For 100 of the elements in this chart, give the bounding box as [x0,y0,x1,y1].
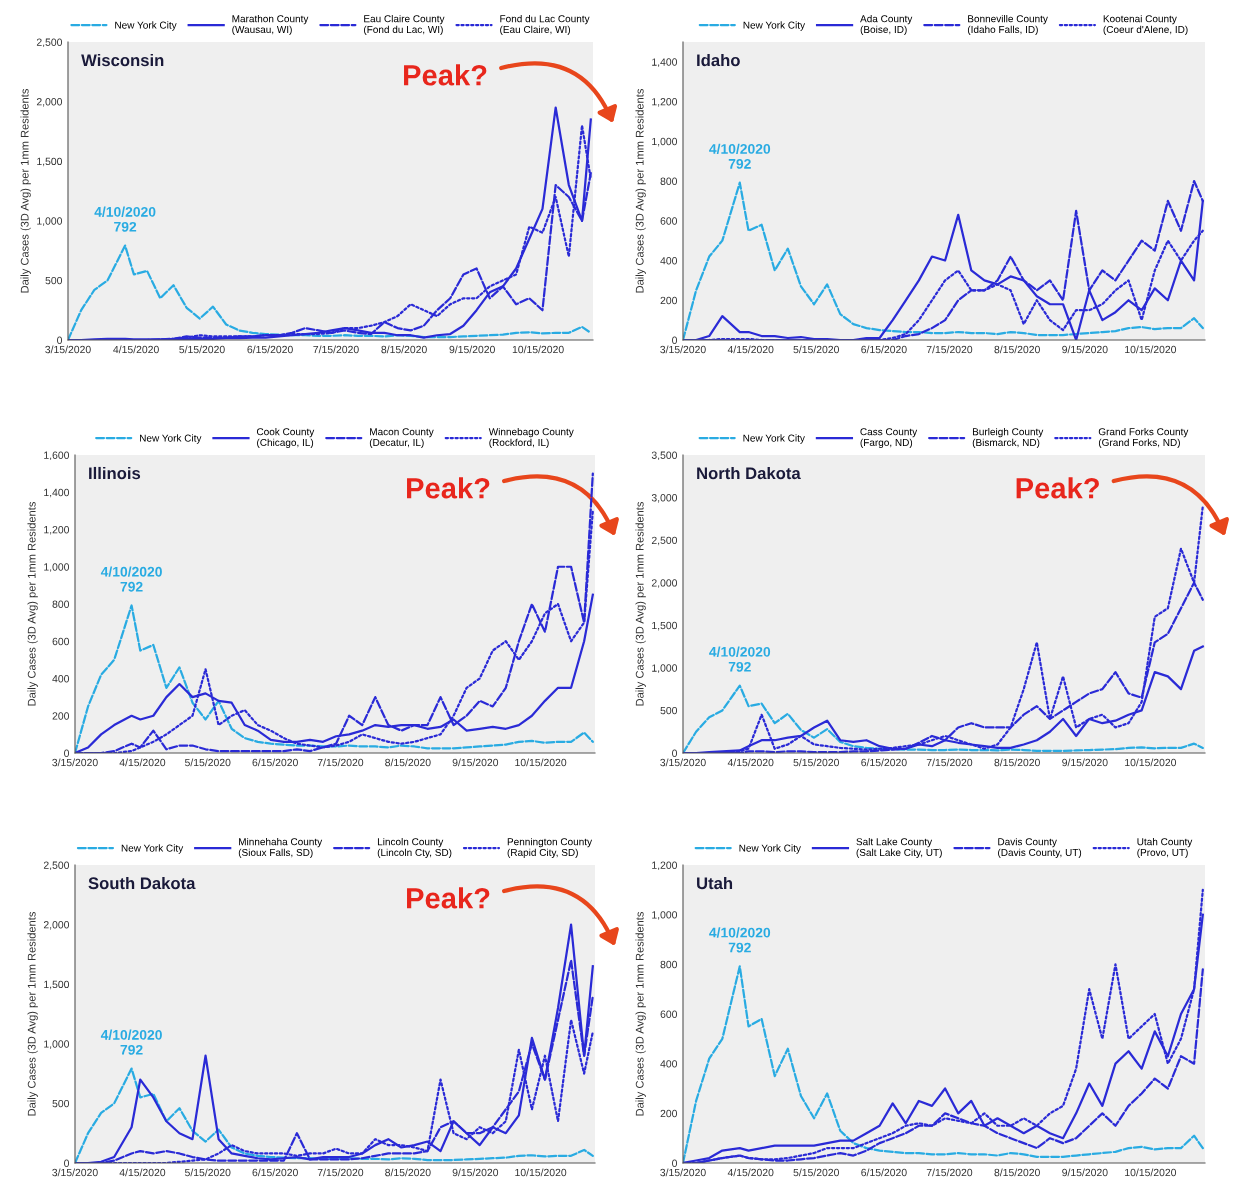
y-tick-label: 600 [660,1010,678,1018]
x-tick-label: 10/15/2020 [1125,758,1177,767]
y-axis-title: Daily Cases (3D Avg) per 1mm Residents [635,911,646,1116]
legend-label: Salt Lake County (Salt Lake City, UT) [856,837,942,858]
legend-label: New York City [743,21,806,31]
y-tick-label: 1,000 [652,911,678,920]
legend-label: Marathon County (Wausau, WI) [232,14,309,35]
legend-label: New York City [140,434,202,444]
y-tick-label: 500 [660,706,678,715]
y-tick-label: 1,000 [652,137,678,147]
x-tick-label: 4/15/2020 [727,345,774,354]
x-tick-label: 6/15/2020 [861,758,907,767]
x-tick-label: 5/15/2020 [793,345,839,354]
annotation: Peak? [407,477,490,499]
x-tick-label: 6/15/2020 [252,758,298,767]
legend-label: Cass County (Fargo, ND) [860,428,918,448]
y-tick-label: 1,400 [652,58,678,67]
x-tick-label: 6/15/2020 [861,345,907,354]
legend-label: Bonneville County (Idaho Falls, ID) [967,14,1048,35]
x-tick-label: 9/15/2020 [449,345,495,354]
x-tick-label: 9/15/2020 [452,1168,499,1177]
text: North Dakota [697,466,801,480]
y-tick-label: 500 [52,1099,70,1108]
x-tick-label: 5/15/2020 [184,758,231,767]
x-tick-label: 7/15/2020 [926,345,973,354]
y-tick-label: 2,000 [43,921,70,930]
y-tick-label: 1,000 [44,1040,70,1049]
x-tick-label: 10/15/2020 [1125,345,1177,354]
x-tick-label: 7/15/2020 [926,758,973,767]
x-tick-label: 7/15/2020 [313,345,359,354]
y-tick-label: 1,500 [37,157,63,167]
y-tick-label: 1,000 [37,217,63,226]
y-tick-label: 1,200 [44,526,70,535]
text: Illinois [89,466,141,480]
x-tick-label: 10/15/2020 [515,1168,567,1177]
y-tick-label: 800 [52,600,70,608]
y-tick-label: 0 [672,749,678,757]
x-tick-label: 7/15/2020 [926,1168,973,1177]
legend-label: Fond du Lac County (Eau Claire, WI) [500,14,590,35]
legend-label: Pennington County (Rapid City, SD) [507,837,593,858]
y-axis-title: Daily Cases (3D Avg) per 1mm Residents [635,501,646,706]
legend-label: New York City [121,844,184,854]
annotation: 4/10/2020 792 [709,143,771,169]
y-tick-label: 0 [64,749,70,757]
y-axis-title: Daily Cases (3D Avg) per 1mm Residents [635,88,646,293]
y-axis-title: Daily Cases (3D Avg) per 1mm Residents [20,88,31,293]
x-tick-label: 3/15/2020 [660,758,706,767]
x-tick-label: 4/15/2020 [119,1168,166,1177]
x-tick-label: 8/15/2020 [381,345,427,354]
y-tick-label: 1,000 [652,664,678,673]
text: Idaho [697,53,740,67]
y-tick-label: 1,200 [652,861,678,871]
y-tick-label: 200 [660,296,678,305]
x-tick-label: 7/15/2020 [317,758,364,767]
annotation: 4/10/2020 792 [100,566,162,592]
y-tick-label: 2,000 [651,579,678,588]
annotation: Peak? [1016,477,1099,499]
x-tick-label: 3/15/2020 [52,1168,98,1177]
x-tick-label: 8/15/2020 [994,1168,1040,1177]
annotation: 4/10/2020 792 [709,646,771,672]
x-tick-label: 9/15/2020 [1062,758,1108,767]
y-tick-label: 2,500 [43,861,70,871]
x-tick-label: 8/15/2020 [994,345,1040,354]
legend-label: Macon County (Decatur, IL) [369,428,434,448]
y-tick-label: 0 [672,336,678,344]
x-tick-label: 8/15/2020 [994,758,1040,767]
x-tick-label: 3/15/2020 [660,345,706,354]
text: South Dakota [88,876,196,890]
x-tick-label: 5/15/2020 [179,345,225,354]
y-tick-label: 200 [660,1109,678,1118]
x-tick-label: 6/15/2020 [247,345,293,354]
y-tick-label: 0 [672,1159,678,1167]
legend-label: Winnebago County (Rockford, IL) [488,427,574,448]
x-tick-label: 3/15/2020 [52,758,98,767]
legend-label: New York City [115,21,177,31]
text: Wisconsin [81,53,164,67]
legend-label: New York City [743,434,805,444]
legend-label: Lincoln County (Lincoln Cty, SD) [377,837,452,858]
y-tick-label: 800 [660,177,678,185]
legend-label: Burleigh County (Bismarck, ND) [972,427,1044,448]
legend-label: Cook County (Chicago, IL) [256,427,315,448]
x-tick-label: 5/15/2020 [184,1168,231,1177]
x-tick-label: 6/15/2020 [252,1168,298,1177]
y-tick-label: 600 [52,637,70,646]
legend-label: Davis County (Davis County, UT) [998,837,1082,858]
x-tick-label: 9/15/2020 [1062,345,1108,354]
y-tick-label: 1,500 [652,621,678,631]
y-axis-title: Daily Cases (3D Avg) per 1mm Residents [27,911,38,1116]
y-tick-label: 3,500 [651,451,678,461]
x-tick-label: 4/15/2020 [727,1168,774,1177]
y-tick-label: 800 [660,960,678,969]
x-tick-label: 10/15/2020 [515,758,567,767]
y-tick-label: 600 [660,217,678,225]
y-tick-label: 400 [660,257,678,265]
y-tick-label: 0 [64,1159,70,1167]
x-tick-label: 3/15/2020 [45,345,91,354]
annotation: 4/10/2020 792 [100,1029,162,1055]
y-tick-label: 0 [57,336,63,344]
legend-label: Kootenai County (Coeur d'Alene, ID) [1103,14,1188,35]
x-tick-label: 10/15/2020 [1125,1168,1177,1177]
